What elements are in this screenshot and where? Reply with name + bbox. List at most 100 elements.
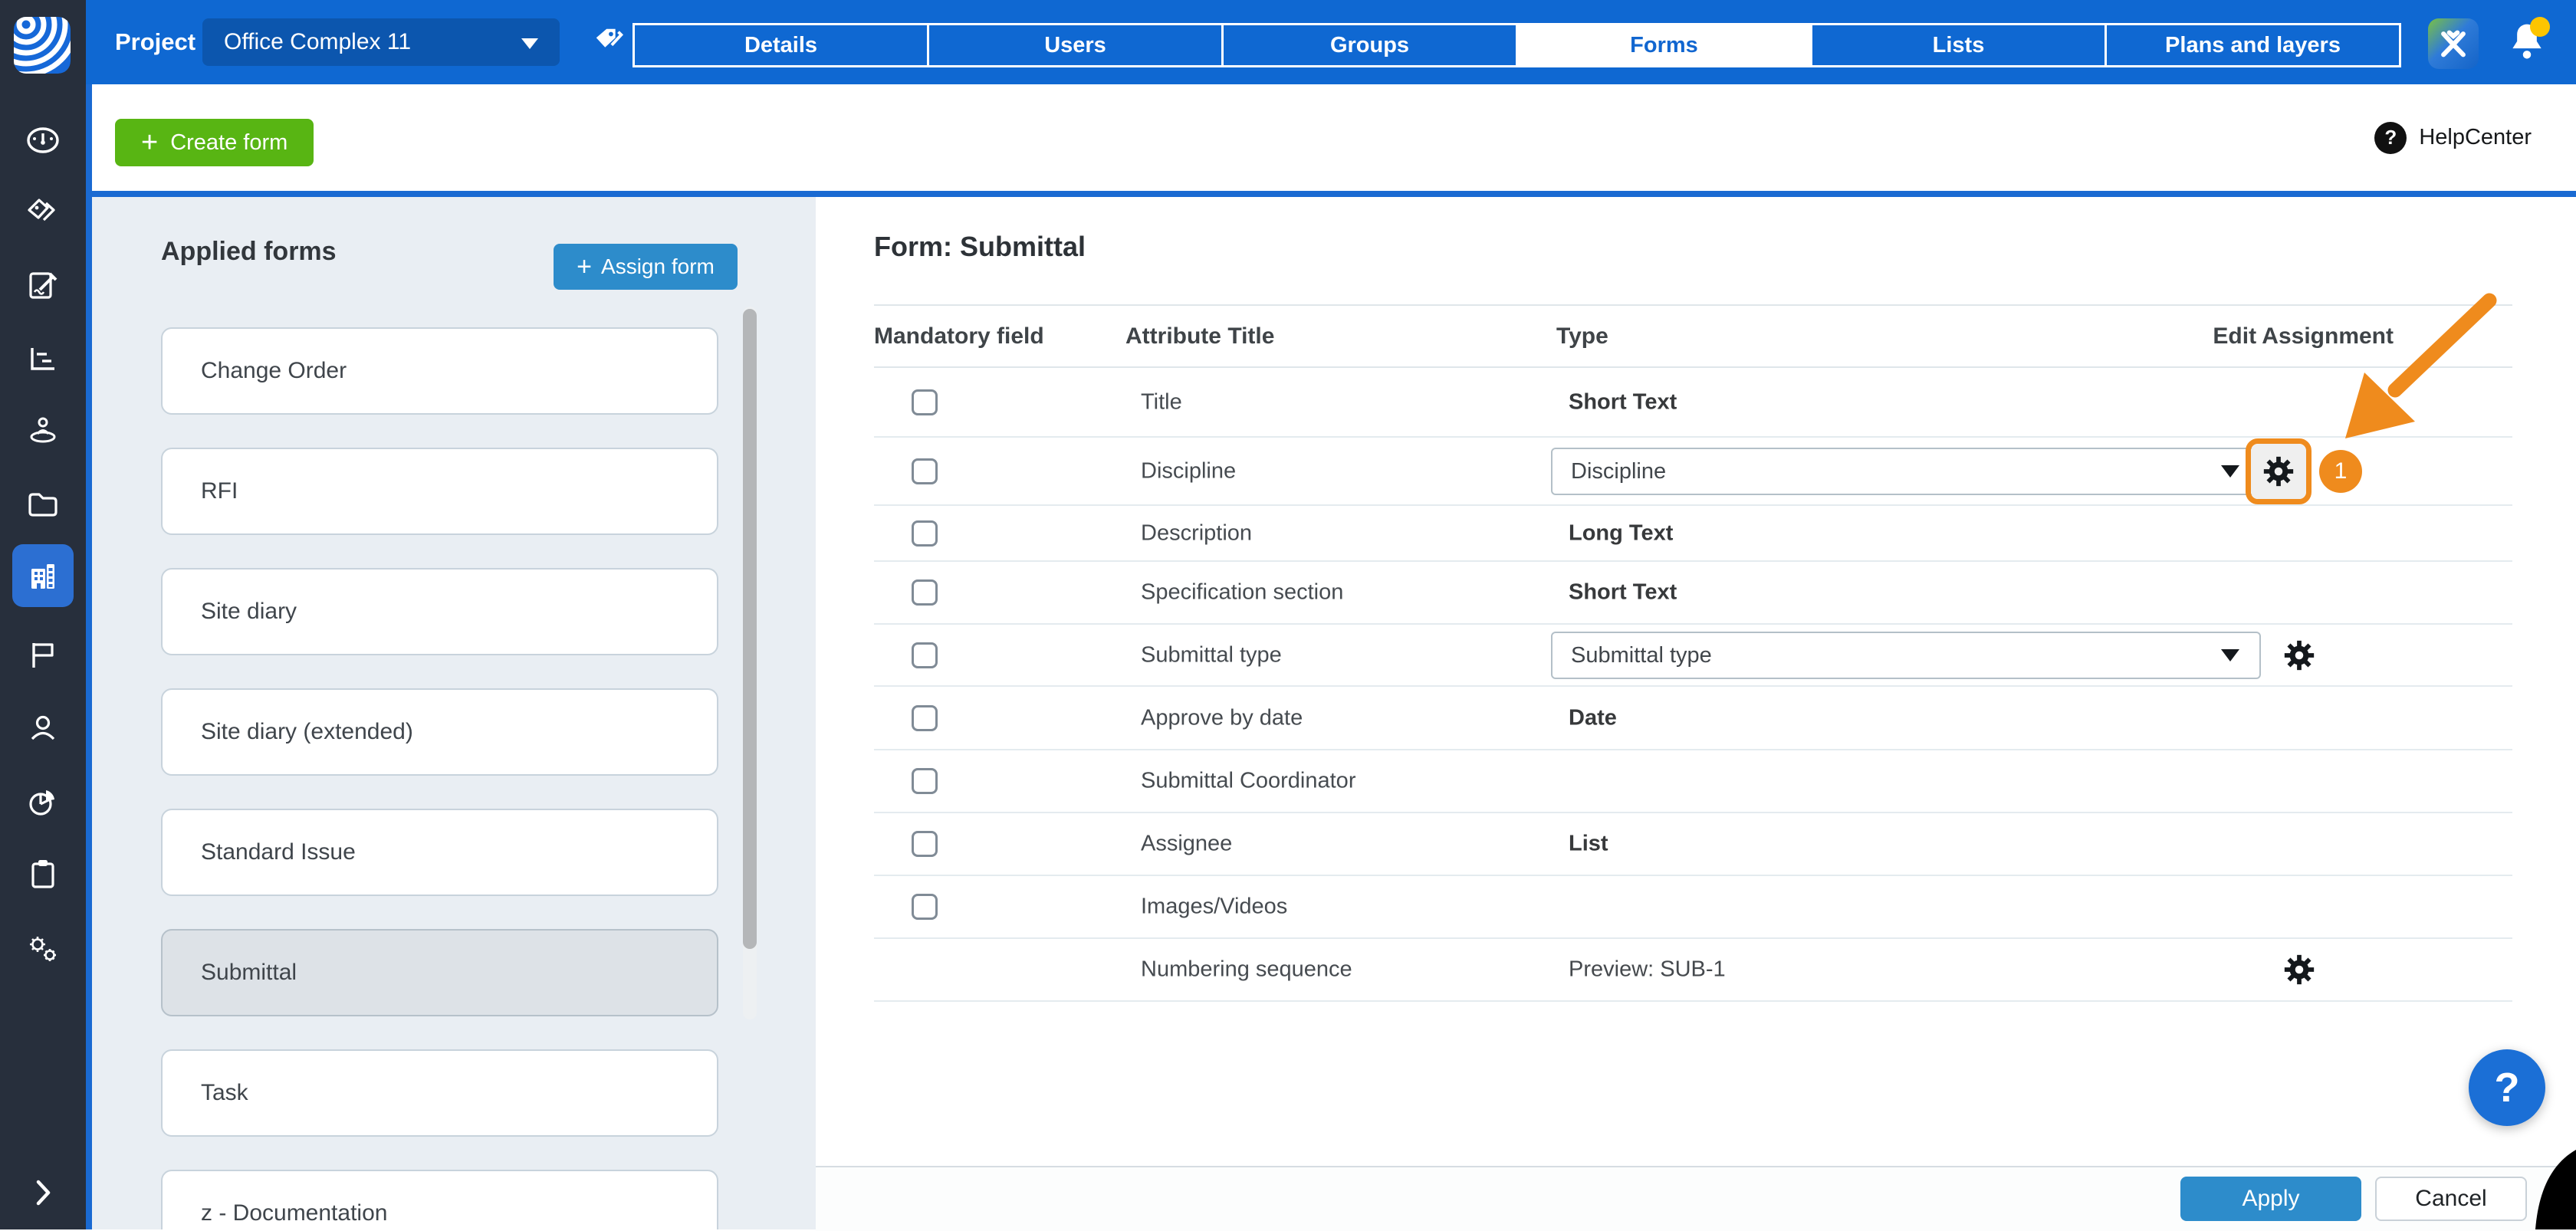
create-form-button[interactable]: + Create form xyxy=(115,119,314,166)
type-value: Preview: SUB-1 xyxy=(1569,957,1726,982)
attribute-title: Approve by date xyxy=(1141,705,1303,730)
type-value: List xyxy=(1569,831,1608,856)
table-row-numbering-sequence: Numbering sequence Preview: SUB-1 xyxy=(874,939,2512,1002)
notification-dot xyxy=(2530,17,2550,37)
type-dropdown[interactable]: Discipline xyxy=(1551,447,2261,495)
form-card-standard-issue[interactable]: Standard Issue xyxy=(161,809,718,896)
mandatory-checkbox[interactable] xyxy=(912,831,938,857)
attribute-title: Specification section xyxy=(1141,579,1344,605)
chevron-down-icon xyxy=(2221,464,2239,478)
type-value: Short Text xyxy=(1569,389,1677,414)
sidebar-item-flags[interactable] xyxy=(25,637,61,674)
notifications-bell-icon[interactable] xyxy=(2505,17,2550,66)
project-selector-dropdown[interactable]: Office Complex 11 xyxy=(202,18,560,66)
sidebar-item-forms[interactable] xyxy=(25,268,61,304)
mandatory-checkbox[interactable] xyxy=(912,768,938,794)
type-value: Short Text xyxy=(1569,579,1677,605)
mandatory-checkbox[interactable] xyxy=(912,520,938,547)
sidebar-item-tags[interactable] xyxy=(25,195,61,231)
attribute-title: Submittal Coordinator xyxy=(1141,768,1356,793)
form-card-list: Change Order RFI Site diary Site diary (ext… xyxy=(161,327,718,1229)
form-card-change-order[interactable]: Change Order xyxy=(161,327,718,415)
mandatory-checkbox[interactable] xyxy=(912,704,938,731)
apps-icon[interactable] xyxy=(2428,18,2479,69)
applied-forms-panel: Applied forms + Assign form Change Order… xyxy=(92,197,816,1229)
tab-details[interactable]: Details xyxy=(632,23,929,67)
sidebar-item-dashboard[interactable] xyxy=(25,122,61,159)
scrollbar-track[interactable] xyxy=(743,307,757,1019)
mandatory-checkbox[interactable] xyxy=(912,579,938,606)
mandatory-checkbox[interactable] xyxy=(912,458,938,484)
sidebar-item-profile[interactable] xyxy=(25,710,61,747)
form-card-site-diary[interactable]: Site diary xyxy=(161,568,718,655)
edit-assignment-gear-icon[interactable] xyxy=(2251,443,2306,499)
assign-form-label: Assign form xyxy=(601,254,715,278)
tab-groups[interactable]: Groups xyxy=(1221,23,1518,67)
panel-title: Applied forms xyxy=(161,237,337,266)
plus-icon: + xyxy=(577,252,593,281)
tag-icon[interactable] xyxy=(592,25,627,60)
type-dropdown[interactable]: Submittal type xyxy=(1551,631,2261,679)
cancel-button[interactable]: Cancel xyxy=(2375,1177,2527,1221)
form-card-site-diary-extended-[interactable]: Site diary (extended) xyxy=(161,688,718,776)
table-row-submittal-coordinator: Submittal Coordinator xyxy=(874,750,2512,813)
mandatory-checkbox[interactable] xyxy=(912,894,938,920)
attribute-title: Images/Videos xyxy=(1141,894,1288,919)
sidebar-item-analytics[interactable] xyxy=(25,783,61,820)
table-row-description: Description Long Text xyxy=(874,506,2512,562)
help-fab-button[interactable]: ? xyxy=(2469,1049,2545,1126)
table-body: Title Short Text Discipline Discipline 1 Desc… xyxy=(874,368,2512,1002)
chevron-down-icon xyxy=(2221,648,2239,661)
tab-forms[interactable]: Forms xyxy=(1516,23,1812,67)
table-row-approve-by-date: Approve by date Date xyxy=(874,687,2512,750)
sidebar-item-documents[interactable] xyxy=(25,486,61,523)
project-tabs: Details Users Groups Forms Lists Plans and la… xyxy=(632,23,2401,67)
mandatory-checkbox[interactable] xyxy=(912,389,938,415)
table-header-row: Mandatory field Attribute Title Type Edi… xyxy=(874,304,2512,368)
helpcenter-link[interactable]: ? HelpCenter xyxy=(2374,84,2532,191)
tab-plans-and-layers[interactable]: Plans and layers xyxy=(2104,23,2401,67)
sidebar-item-projects-active[interactable] xyxy=(25,559,61,596)
attribute-title: Submittal type xyxy=(1141,642,1282,667)
attribute-title: Discipline xyxy=(1141,458,1237,483)
apply-button[interactable]: Apply xyxy=(2180,1177,2361,1221)
type-value: Long Text xyxy=(1569,520,1674,545)
attribute-title: Assignee xyxy=(1141,831,1233,856)
annotation-step-badge: 1 xyxy=(2319,449,2362,493)
edit-assignment-gear-icon[interactable] xyxy=(2282,638,2317,673)
form-card-submittal[interactable]: Submittal xyxy=(161,929,718,1016)
col-mandatory-field: Mandatory field xyxy=(874,323,1044,349)
form-title: Form: Submittal xyxy=(874,231,1086,262)
app-logo-icon[interactable] xyxy=(14,17,71,74)
plus-icon: + xyxy=(141,126,159,159)
chevron-down-icon xyxy=(521,38,538,49)
tab-users[interactable]: Users xyxy=(927,23,1224,67)
form-card-z-documentation[interactable]: z - Documentation xyxy=(161,1170,718,1229)
app-sidebar xyxy=(0,0,86,1229)
sidebar-item-reports[interactable] xyxy=(25,340,61,377)
project-name: Office Complex 11 xyxy=(224,29,411,54)
attribute-title: Numbering sequence xyxy=(1141,957,1352,982)
sidebar-collapse-button[interactable] xyxy=(25,1174,61,1211)
table-row-title: Title Short Text xyxy=(874,368,2512,438)
edit-assignment-gear-icon[interactable] xyxy=(2282,952,2317,987)
mandatory-checkbox[interactable] xyxy=(912,642,938,668)
col-type: Type xyxy=(1556,323,1608,349)
annotation-highlight-box xyxy=(2246,438,2312,504)
table-row-submittal-type: Submittal type Submittal type xyxy=(874,625,2512,687)
sidebar-item-site-presence[interactable] xyxy=(25,413,61,450)
sidebar-item-tasks[interactable] xyxy=(25,856,61,893)
project-label: Project xyxy=(115,28,196,55)
attribute-title: Title xyxy=(1141,389,1182,414)
assign-form-button[interactable]: + Assign form xyxy=(554,244,738,290)
form-card-task[interactable]: Task xyxy=(161,1049,718,1137)
table-row-specification-section: Specification section Short Text xyxy=(874,562,2512,625)
col-attribute-title: Attribute Title xyxy=(1125,323,1275,349)
project-topbar: Project Office Complex 11 Details Users Gr… xyxy=(86,0,2576,84)
tab-lists[interactable]: Lists xyxy=(1810,23,2107,67)
scrollbar-thumb[interactable] xyxy=(743,309,757,949)
forms-toolbar: + Create form ? HelpCenter xyxy=(92,84,2576,191)
form-card-rfi[interactable]: RFI xyxy=(161,448,718,535)
sidebar-item-settings[interactable] xyxy=(25,931,61,968)
col-edit-assignment: Edit Assignment xyxy=(2213,323,2394,349)
